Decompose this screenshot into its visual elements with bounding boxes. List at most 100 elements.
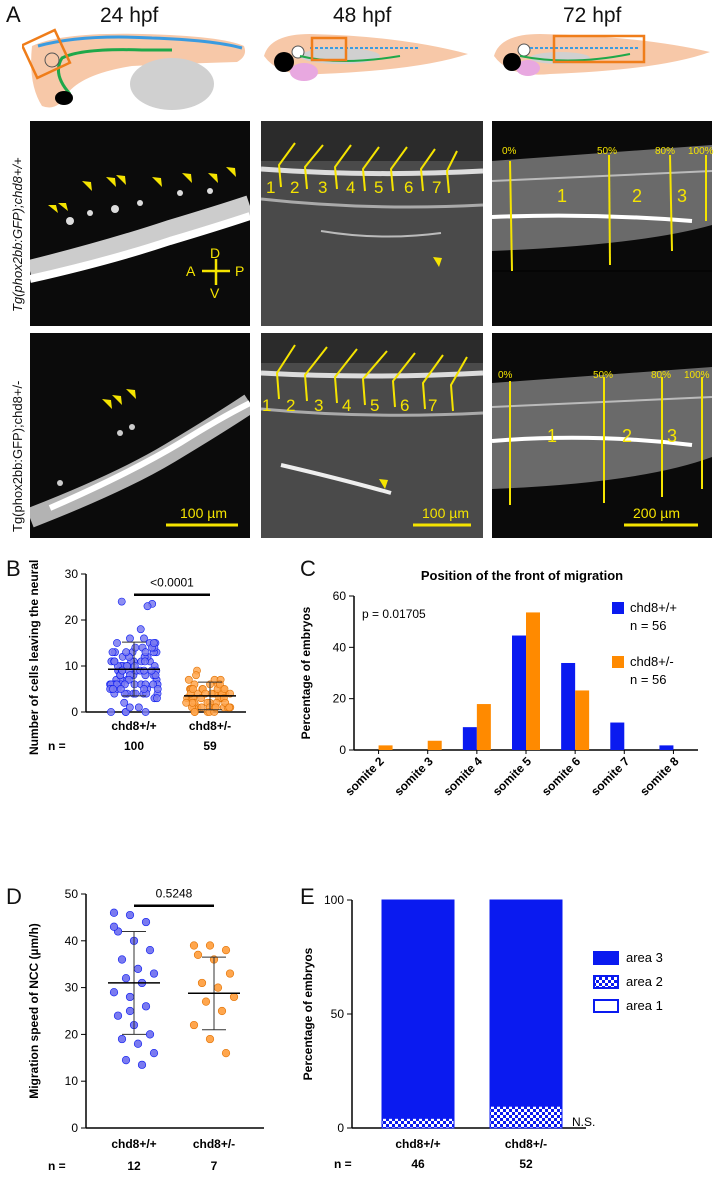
y-tick-label: 20 bbox=[65, 613, 79, 627]
y-tick-label: 0 bbox=[339, 743, 346, 757]
data-point bbox=[109, 922, 119, 931]
scale-bar-label-72hpf: 200 µm bbox=[633, 505, 680, 521]
somite-number-wt: 4 bbox=[346, 178, 356, 197]
data-point bbox=[108, 648, 117, 657]
data-point bbox=[215, 680, 224, 689]
somite-number-het: 7 bbox=[428, 396, 438, 415]
data-point bbox=[141, 648, 150, 657]
stage-label-48hpf: 48 hpf bbox=[333, 4, 392, 27]
embryo-schematic-72hpf bbox=[494, 34, 710, 76]
bar bbox=[512, 635, 526, 750]
x-tick-label: somite 4 bbox=[441, 754, 486, 799]
panel-letter-e: E bbox=[300, 884, 315, 909]
compass-d: D bbox=[210, 245, 221, 261]
data-point bbox=[217, 1006, 227, 1016]
stacked-bar-segment bbox=[489, 899, 563, 1107]
data-point bbox=[125, 910, 135, 920]
y-axis-label: Percentage of embryos bbox=[301, 947, 315, 1080]
data-point bbox=[109, 988, 119, 997]
legend-n: n = 56 bbox=[630, 672, 667, 687]
trunk-percent-wt: 0% bbox=[502, 146, 517, 157]
data-point bbox=[211, 703, 220, 712]
data-point bbox=[137, 1060, 147, 1069]
legend-swatch bbox=[593, 999, 619, 1013]
category-label: chd8+/+ bbox=[111, 1137, 156, 1151]
data-point bbox=[117, 1034, 127, 1044]
data-point bbox=[143, 602, 152, 611]
data-point bbox=[134, 703, 143, 712]
x-tick-label: somite 2 bbox=[342, 754, 387, 799]
legend-swatch bbox=[593, 951, 619, 965]
panel-letter-d: D bbox=[6, 884, 22, 909]
data-point bbox=[221, 1049, 231, 1058]
x-tick-label: somite 3 bbox=[392, 754, 437, 799]
data-point bbox=[125, 1006, 135, 1016]
legend-swatch bbox=[593, 975, 619, 989]
chart-title: Position of the front of migration bbox=[421, 568, 623, 583]
trunk-percent-wt: 50% bbox=[597, 146, 618, 157]
data-point bbox=[117, 955, 127, 964]
n-value: 52 bbox=[519, 1157, 533, 1171]
data-point bbox=[122, 648, 131, 657]
panel-letter-a: A bbox=[6, 2, 21, 27]
micrograph-24hpf-het bbox=[30, 333, 250, 538]
stage-label-24hpf: 24 hpf bbox=[100, 4, 159, 27]
somite-number-het: 5 bbox=[370, 396, 380, 415]
data-point bbox=[229, 992, 239, 1002]
data-point bbox=[145, 946, 155, 955]
legend-label: chd8+/+ bbox=[630, 600, 677, 615]
n-value: 100 bbox=[124, 739, 144, 753]
data-point bbox=[107, 708, 115, 716]
y-tick-label: 10 bbox=[65, 659, 79, 673]
chart-b: 0 10 20 30 Number of cells leaving the neura… bbox=[27, 560, 246, 755]
somite-number-het: 4 bbox=[342, 396, 352, 415]
y-tick-label: 0 bbox=[71, 1121, 78, 1135]
data-point bbox=[120, 698, 129, 707]
n-value: 59 bbox=[203, 739, 217, 753]
data-point bbox=[189, 941, 199, 950]
stacked-bar-segment bbox=[381, 899, 455, 1119]
data-point bbox=[213, 983, 223, 992]
data-point bbox=[149, 680, 158, 689]
data-point bbox=[220, 685, 229, 693]
data-point bbox=[182, 698, 191, 707]
trunk-percent-het: 100% bbox=[684, 370, 710, 381]
n-value: 12 bbox=[127, 1159, 141, 1173]
trunk-area-het: 1 bbox=[547, 426, 558, 446]
y-axis-label: Percentage of embryos bbox=[299, 606, 313, 739]
category-label: chd8+/- bbox=[189, 719, 231, 733]
trunk-area-het: 3 bbox=[667, 426, 678, 446]
data-point bbox=[149, 969, 159, 978]
data-point bbox=[141, 1002, 151, 1011]
y-tick-label: 50 bbox=[65, 887, 79, 901]
panel-letter-c: C bbox=[300, 556, 316, 581]
trunk-percent-het: 0% bbox=[498, 370, 513, 381]
data-point bbox=[197, 703, 206, 712]
legend-label: area 2 bbox=[626, 974, 663, 989]
data-point bbox=[141, 657, 149, 666]
data-point bbox=[192, 671, 200, 680]
trunk-percent-wt: 80% bbox=[655, 146, 676, 157]
micrograph-72hpf-wt bbox=[492, 121, 712, 326]
data-point bbox=[201, 997, 211, 1006]
y-tick-label: 40 bbox=[65, 934, 79, 948]
compass-a: A bbox=[186, 263, 196, 279]
y-tick-label: 40 bbox=[333, 640, 347, 654]
data-point bbox=[205, 941, 215, 950]
n-label: n = bbox=[48, 739, 66, 753]
somite-number-het: 3 bbox=[314, 396, 324, 415]
somite-number-wt: 5 bbox=[374, 178, 384, 197]
data-point bbox=[193, 950, 203, 959]
data-point bbox=[189, 1020, 199, 1030]
data-point bbox=[133, 1039, 143, 1048]
trunk-area-wt: 3 bbox=[677, 186, 688, 206]
legend-label: chd8+/- bbox=[630, 654, 674, 669]
data-point bbox=[184, 675, 193, 684]
n-value: 7 bbox=[211, 1159, 218, 1173]
micrograph-48hpf-wt bbox=[261, 121, 483, 326]
legend-label: area 3 bbox=[626, 950, 663, 965]
data-point bbox=[197, 978, 207, 988]
data-point bbox=[121, 974, 131, 983]
data-point bbox=[109, 685, 117, 693]
p-value: 0.5248 bbox=[156, 887, 193, 901]
